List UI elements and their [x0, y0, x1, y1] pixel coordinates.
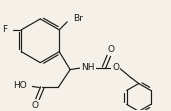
Text: NH: NH [81, 63, 95, 72]
Text: F: F [2, 25, 7, 34]
Text: O: O [32, 101, 39, 110]
Text: O: O [112, 63, 119, 72]
Text: Br: Br [73, 14, 83, 23]
Text: O: O [107, 45, 114, 54]
Text: HO: HO [13, 81, 26, 90]
